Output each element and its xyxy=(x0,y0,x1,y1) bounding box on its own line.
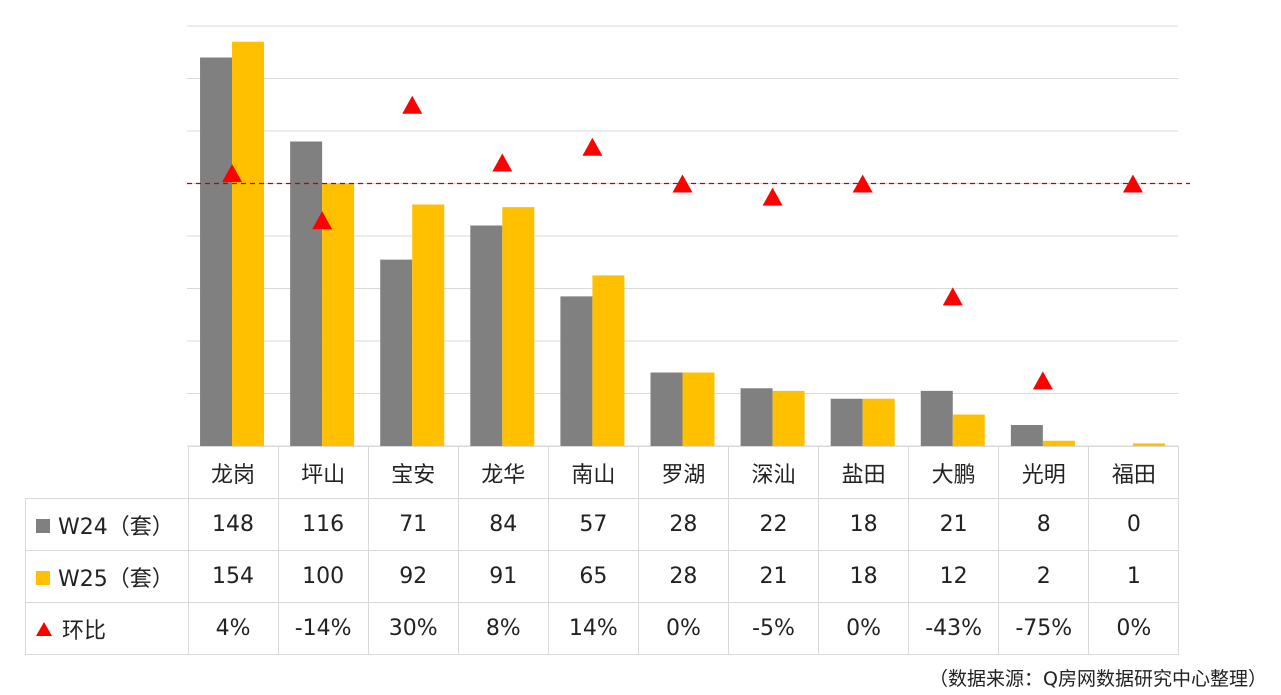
data-value-change: 14% xyxy=(547,602,639,655)
data-value-w24: 57 xyxy=(547,498,639,551)
bar-w25 xyxy=(232,41,265,446)
table-row-w25: W25（套） 154 100 92 91 65 28 21 18 12 2 1 xyxy=(25,550,1180,603)
table-corner-cell xyxy=(25,446,189,499)
data-value-w24: 0 xyxy=(1088,498,1180,551)
data-value-w25: 21 xyxy=(727,550,820,603)
change-marker xyxy=(222,164,243,182)
bar-w24 xyxy=(380,259,413,446)
change-marker xyxy=(672,174,693,193)
square-legend-icon xyxy=(36,570,50,585)
data-value-w25: 154 xyxy=(187,550,279,603)
data-value-change: 0% xyxy=(637,602,729,655)
bar-w25 xyxy=(592,275,625,446)
change-marker xyxy=(312,211,333,230)
data-table: 龙岗 坪山 宝安 龙华 南山 罗湖 深汕 盐田 大鹏 光明 福田 W24（套） 148 116 71 84 57… xyxy=(25,446,1180,655)
data-value-w25: 28 xyxy=(637,550,729,603)
data-value-w24: 22 xyxy=(727,498,820,551)
table-row-w24: W24（套） 148 116 71 84 57 28 22 18 21 8 0 xyxy=(25,498,1180,551)
series-name: W25（套） xyxy=(58,566,174,592)
bar-w25 xyxy=(1042,440,1075,446)
data-value-w24: 28 xyxy=(637,498,729,551)
square-legend-icon xyxy=(36,518,50,533)
table-row-change: 环比 4% -14% 30% 8% 14% 0% -5% 0% -43% -75% 0% xyxy=(25,602,1180,655)
data-value-change: 0% xyxy=(818,602,910,655)
data-value-change: -43% xyxy=(908,602,1000,655)
data-value-change: 8% xyxy=(457,602,549,655)
data-value-w25: 91 xyxy=(457,550,549,603)
category-label: 光明 xyxy=(998,446,1090,499)
data-value-w24: 116 xyxy=(277,498,369,551)
bar-w25 xyxy=(862,398,895,446)
series-name: 环比 xyxy=(62,618,107,644)
bar-w24 xyxy=(650,372,683,446)
bar-w24 xyxy=(1010,425,1043,446)
change-marker xyxy=(1032,371,1053,390)
bar-w25 xyxy=(952,414,985,446)
bar-w24 xyxy=(740,388,773,446)
bar-w25 xyxy=(772,390,805,446)
chart-plot-area xyxy=(187,25,1190,446)
category-label: 盐田 xyxy=(818,446,910,499)
category-label: 宝安 xyxy=(367,446,459,499)
category-label: 龙岗 xyxy=(187,446,279,499)
bar-w24 xyxy=(920,390,953,446)
change-marker xyxy=(492,153,513,172)
triangle-legend-icon xyxy=(36,621,52,636)
bar-w24 xyxy=(200,57,233,446)
data-value-w25: 65 xyxy=(547,550,639,603)
data-value-w25: 18 xyxy=(818,550,910,603)
bar-w25 xyxy=(502,207,535,446)
data-value-change: -14% xyxy=(277,602,369,655)
data-value-w24: 71 xyxy=(367,498,459,551)
table-header-row: 龙岗 坪山 宝安 龙华 南山 罗湖 深汕 盐田 大鹏 光明 福田 xyxy=(25,446,1180,499)
series-name: W24（套） xyxy=(58,514,174,540)
bar-w25 xyxy=(1132,443,1165,446)
bar-w24 xyxy=(290,141,323,446)
source-note: （数据来源：Q房网数据研究中心整理） xyxy=(929,668,1267,690)
change-marker xyxy=(582,137,603,156)
bar-w24 xyxy=(560,296,593,446)
category-label: 南山 xyxy=(547,446,639,499)
data-value-w25: 2 xyxy=(998,550,1090,603)
legend-cell-w25: W25（套） xyxy=(25,550,189,603)
change-marker xyxy=(762,187,783,206)
category-label: 深汕 xyxy=(727,446,820,499)
category-label: 坪山 xyxy=(277,446,369,499)
change-marker xyxy=(402,95,423,114)
change-marker xyxy=(852,174,873,193)
data-value-w25: 12 xyxy=(908,550,1000,603)
data-value-w24: 8 xyxy=(998,498,1090,551)
data-value-w25: 100 xyxy=(277,550,369,603)
category-label: 福田 xyxy=(1088,446,1180,499)
change-marker xyxy=(1122,174,1143,193)
legend-cell-w24: W24（套） xyxy=(25,498,189,551)
category-label: 龙华 xyxy=(457,446,549,499)
data-value-w24: 18 xyxy=(818,498,910,551)
data-value-w24: 148 xyxy=(187,498,279,551)
category-label: 大鹏 xyxy=(908,446,1000,499)
data-value-w25: 1 xyxy=(1088,550,1180,603)
bar-w24 xyxy=(830,398,863,446)
category-label: 罗湖 xyxy=(637,446,729,499)
data-value-w25: 92 xyxy=(367,550,459,603)
data-value-w24: 21 xyxy=(908,498,1000,551)
data-value-change: 30% xyxy=(367,602,459,655)
data-value-change: -5% xyxy=(727,602,820,655)
data-value-change: -75% xyxy=(998,602,1090,655)
data-value-w24: 84 xyxy=(457,498,549,551)
data-value-change: 0% xyxy=(1088,602,1180,655)
change-marker xyxy=(942,287,963,306)
bar-w25 xyxy=(682,372,715,446)
bar-w25 xyxy=(412,204,445,446)
legend-cell-change: 环比 xyxy=(25,602,189,655)
data-value-change: 4% xyxy=(187,602,279,655)
bar-w24 xyxy=(470,225,503,446)
